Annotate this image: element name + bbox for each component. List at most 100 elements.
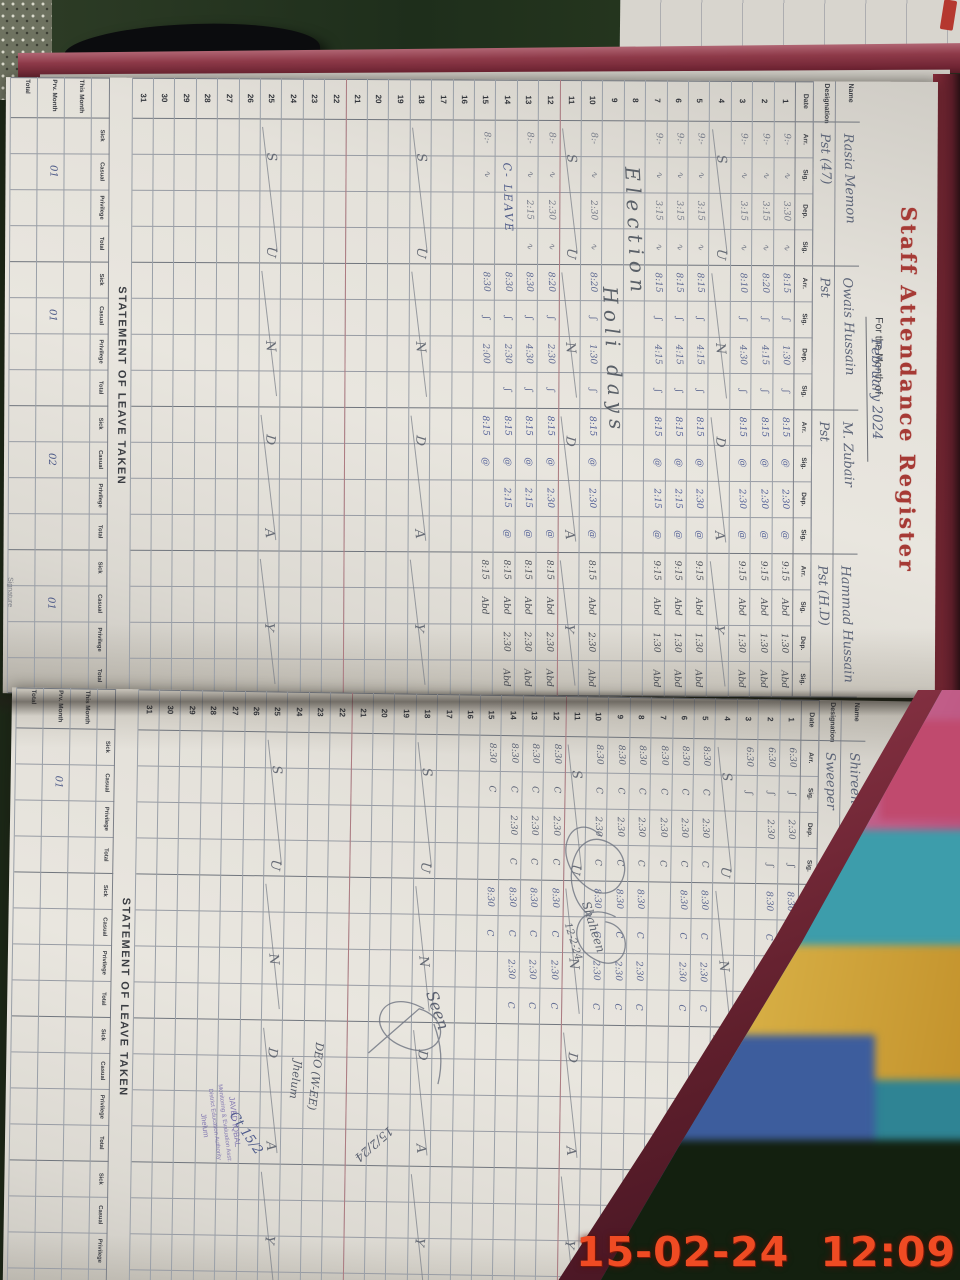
attendance-cell: 9:15	[779, 560, 790, 582]
grid-top	[809, 81, 815, 698]
attendance-cell: C	[697, 1004, 708, 1012]
header-bottom	[791, 81, 797, 698]
attendance-cell: ʃ	[651, 389, 663, 392]
attendance-cell: C	[698, 932, 709, 940]
leave-grid-line	[8, 585, 108, 587]
sunday-letter: Y	[411, 1236, 428, 1248]
row-line	[277, 691, 289, 1280]
attendance-cell: 8:30	[523, 271, 535, 293]
row-line	[170, 690, 182, 1280]
designation-value: Sweeper	[822, 752, 839, 811]
attendance-cell: @	[651, 457, 662, 468]
attendance-cell: 8:15	[651, 416, 663, 437]
attendance-cell: 2:15	[672, 488, 684, 509]
attendance-cell: 8:30	[551, 743, 562, 765]
attendance-cell: 8:20	[588, 271, 599, 293]
attendance-cell: 4:15	[694, 344, 706, 366]
leave-grid-line	[8, 513, 108, 515]
attendance-cell: Abd	[757, 597, 769, 617]
attendance-cell: 2:30	[697, 962, 709, 983]
attendance-cell: C	[700, 788, 712, 796]
attendance-cell: 4:30	[737, 344, 749, 366]
day-number: 9	[609, 98, 619, 103]
attendance-cell: 8:15	[522, 559, 533, 581]
attendance-cell: 2:30	[544, 343, 556, 365]
row-line	[149, 77, 155, 694]
attendance-cell: 8:20	[545, 271, 556, 293]
leave-grid-line	[10, 117, 110, 119]
month-value-handwritten: February 2024	[865, 316, 886, 463]
sunday-letter: A	[561, 529, 578, 541]
leave-col-header: Sick	[101, 884, 109, 897]
leave-col-header: Casual	[98, 162, 105, 182]
row-line	[684, 80, 690, 697]
leave-casual-value: 01	[52, 775, 64, 789]
leave-col-header: Total	[96, 524, 103, 539]
attendance-cell: C	[679, 788, 690, 796]
sunday-letter: D	[561, 435, 578, 448]
attendance-cell: 8:15	[544, 415, 556, 437]
attendance-cell: ∿	[653, 170, 664, 179]
attendance-cell: 3:15	[674, 200, 685, 221]
name-value: Owais Hussain	[839, 277, 858, 376]
column-separator	[813, 121, 836, 123]
sunday-letter: Y	[560, 1239, 577, 1250]
row-line	[256, 78, 262, 695]
attendance-cell: 9:-	[781, 133, 792, 146]
attendance-cell: 4:15	[673, 344, 684, 365]
attendance-cell: 2:30	[586, 487, 598, 509]
leave-col-header: Total	[102, 848, 109, 862]
attendance-cell: 2:30	[588, 199, 600, 221]
attendance-cell: 8:15	[479, 559, 491, 580]
day-number: 14	[502, 95, 512, 105]
sunday-letter: N	[562, 341, 579, 355]
attendance-cell: 8:15	[737, 416, 748, 438]
day-number: 28	[203, 93, 213, 103]
col-header: Sig.	[799, 529, 807, 542]
attendance-cell: 8:30	[677, 889, 689, 911]
attendance-cell: 8:30	[658, 745, 669, 766]
attendance-cell: 8:15	[586, 559, 598, 581]
leave-grid-line	[8, 549, 108, 551]
day-number: 4	[716, 98, 726, 104]
attendance-cell: ʃ	[652, 317, 663, 320]
register-page-right: Staff Attendance Register For the Month o…	[2, 77, 939, 698]
attendance-cell: ∿	[652, 242, 663, 251]
election-holidays-note: Holi days	[597, 285, 629, 436]
attendance-cell: 2:30	[785, 819, 797, 840]
attendance-cell: 4:15	[651, 344, 663, 365]
attendance-cell: 2:30	[693, 488, 705, 510]
attendance-cell: ∿	[674, 170, 685, 179]
attendance-cell: @	[544, 457, 555, 467]
attendance-cell: 2:15	[651, 488, 662, 509]
sunday-letter: A	[262, 1140, 279, 1152]
row-line	[149, 689, 161, 1280]
day-number: 26	[245, 93, 255, 103]
attendance-cell: 1:30	[757, 632, 768, 654]
row-line	[449, 79, 454, 696]
attendance-cell: 9:15	[672, 560, 683, 581]
attendance-cell: 8:15	[523, 415, 534, 437]
attendance-cell: Abd	[586, 597, 597, 616]
attendance-cell: @	[693, 530, 705, 540]
attendance-cell: 8:15	[694, 416, 705, 438]
attendance-cell: @	[694, 458, 705, 468]
designation-value: Pst (H.D)	[814, 565, 832, 627]
month-line: For the Month of February 2024	[865, 82, 886, 698]
leave-col-header: Casual	[101, 917, 108, 937]
attendance-cell: ∿	[674, 242, 685, 251]
col-header: Sig.	[800, 385, 808, 398]
attendance-cell: Abd	[479, 596, 490, 615]
attendance-cell: ʃ	[694, 389, 705, 393]
row-line	[213, 78, 219, 695]
row-line	[727, 80, 732, 697]
book-gutter-shadow	[0, 690, 950, 716]
col-header: Arr.	[801, 133, 809, 145]
sunday-letter: S	[268, 764, 285, 776]
attendance-cell: 8:30	[481, 271, 492, 292]
attendance-cell: @	[737, 458, 748, 468]
day-number: 6	[673, 98, 683, 103]
leave-row-label: This Month	[77, 79, 86, 114]
sunday-letter: N	[715, 959, 732, 973]
